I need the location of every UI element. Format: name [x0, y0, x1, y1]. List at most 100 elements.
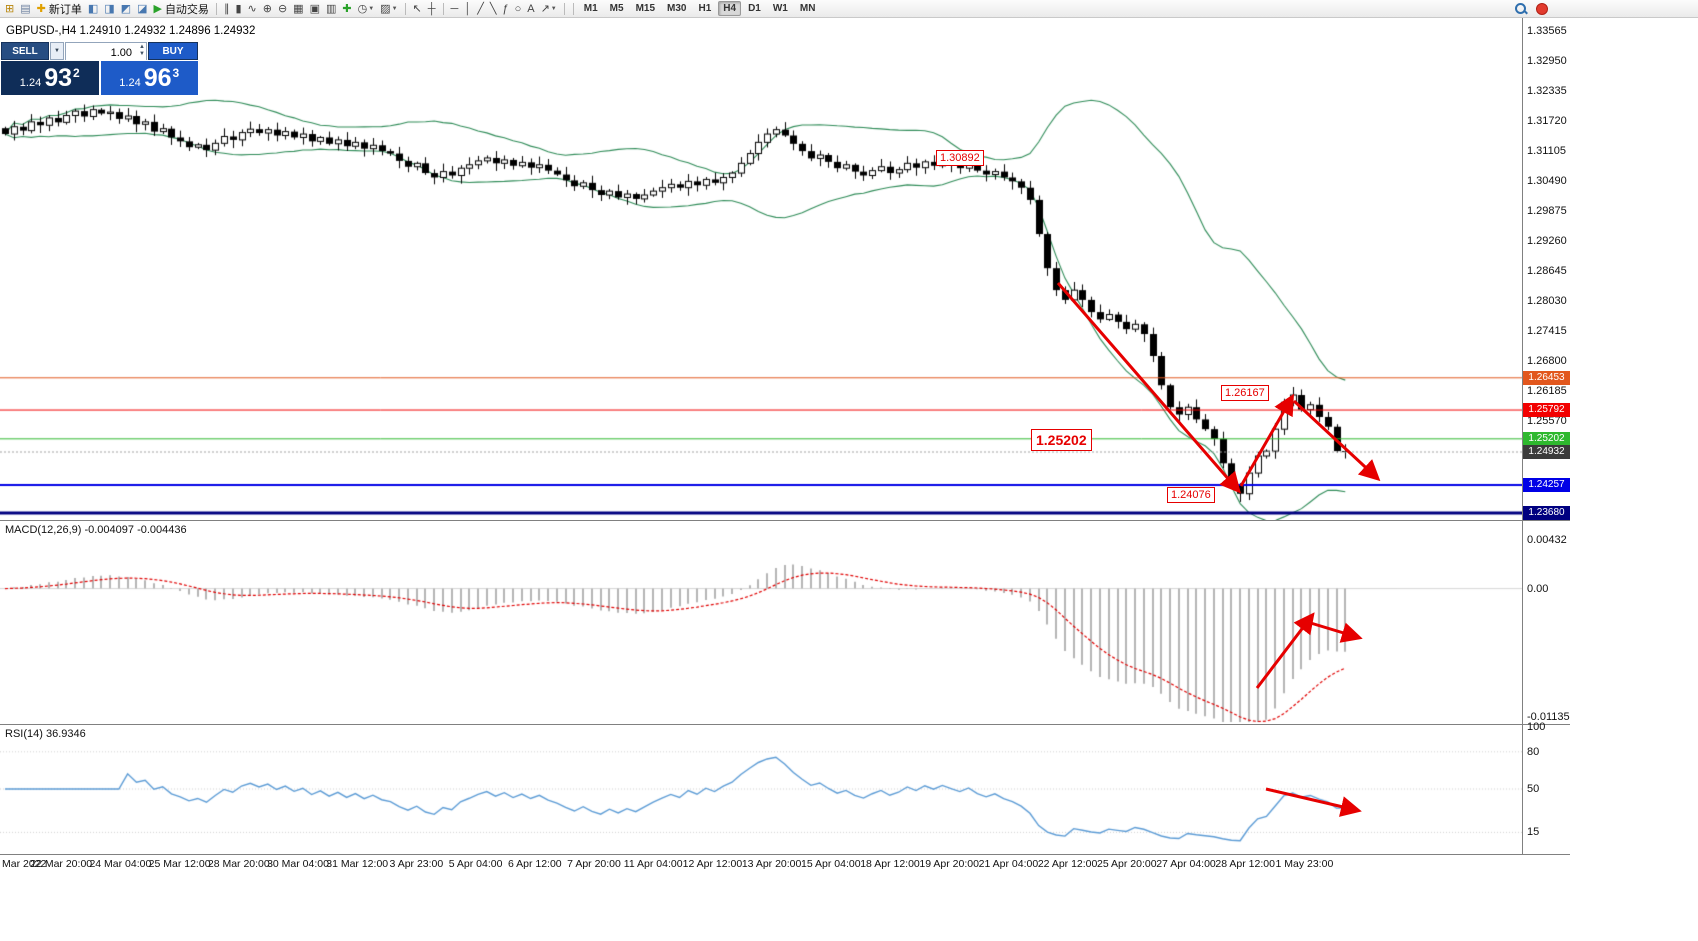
profiles-icon[interactable]: ▤: [17, 1, 33, 17]
market-watch-icon: ◧: [87, 2, 99, 15]
tile-windows-icon[interactable]: ▦: [290, 1, 306, 17]
price-axis-label: 1.27415: [1527, 324, 1567, 337]
sell-button[interactable]: SELL: [1, 42, 49, 60]
one-click-trading-panel: SELL ▼ ▲ ▼ BUY 1.24 93 2 1.24 96 3: [1, 42, 198, 95]
time-axis-label: 6 Apr 12:00: [507, 858, 562, 870]
buy-price-panel[interactable]: 1.24 96 3: [100, 61, 198, 95]
fibonacci-icon: ƒ: [502, 2, 509, 15]
volume-spinner[interactable]: ▲ ▼: [139, 44, 145, 58]
timeframe-h4[interactable]: H4: [718, 1, 742, 16]
fibonacci-icon[interactable]: ƒ: [499, 1, 511, 17]
shapes-icon[interactable]: ○: [512, 1, 525, 17]
horizontal-line-icon[interactable]: ─: [448, 1, 462, 17]
panel-separator[interactable]: [0, 724, 1570, 725]
search-icon[interactable]: [1515, 3, 1528, 16]
panel-separator[interactable]: [0, 520, 1570, 521]
rsi-level-label: 50: [1527, 783, 1540, 795]
price-chart-canvas[interactable]: [0, 17, 1522, 520]
timeframe-mn[interactable]: MN: [799, 3, 816, 14]
time-axis-label: 22 Apr 12:00: [1037, 858, 1098, 870]
macd-panel-canvas[interactable]: [0, 521, 1522, 724]
text-icon: A: [527, 2, 535, 15]
notification-badge[interactable]: [1536, 3, 1548, 15]
timeframe-m15[interactable]: M15: [635, 3, 656, 14]
spinner-up-icon[interactable]: ▲: [139, 44, 145, 50]
data-window-icon[interactable]: ◨: [101, 1, 117, 17]
buy-price-sup: 3: [172, 65, 180, 80]
new-order-button-label: 新订单: [48, 3, 82, 16]
timeframe-w1[interactable]: W1: [772, 3, 788, 14]
timeframe-m30[interactable]: M30: [667, 3, 687, 14]
time-axis-label: 19 Apr 20:00: [919, 858, 979, 870]
new-order-button[interactable]: ✚ 新订单: [34, 1, 85, 17]
line-chart-icon[interactable]: ∿: [245, 1, 260, 17]
rsi-level-label: 100: [1527, 721, 1546, 733]
data-window-icon: ◨: [104, 2, 115, 15]
crosshair-icon[interactable]: ┼: [425, 1, 439, 17]
price-axis-label: 1.25570: [1527, 414, 1567, 427]
time-axis-label: 27 Apr 04:00: [1156, 858, 1216, 870]
price-axis-label: 1.31105: [1527, 144, 1566, 157]
price-callout-130892: 1.30892: [936, 150, 984, 166]
periods-dropdown-icon[interactable]: ◷ ▼: [355, 1, 378, 17]
autotrading-button-label: 自动交易: [164, 3, 209, 16]
buy-button[interactable]: BUY: [148, 42, 198, 60]
rsi-panel-canvas[interactable]: [0, 725, 1522, 854]
zoom-in-icon[interactable]: ⊕: [260, 1, 275, 17]
terminal-icon[interactable]: ◪: [134, 1, 150, 17]
cursor-icon: ↖: [412, 2, 422, 15]
price-axis-label: 1.32950: [1527, 54, 1567, 67]
toolbar: ⊞ ▤ ✚ 新订单 ◧ ◨ ◩ ◪ ▶ 自动交易 ∥ ▮ ∿ ⊕ ⊖ ▦ ▣ ▥ ✚ ◷ ▼ ▨ ▼ ↖ ┼ ─ │ ╱ ╲ ƒ ○ A ↗ ▼ M…: [0, 0, 1698, 18]
new-chart-icon[interactable]: ⊞: [2, 1, 17, 17]
price-tag-123680: 1.23680: [1523, 506, 1570, 521]
cascade-windows-icon[interactable]: ▣: [307, 1, 323, 17]
macd-axis-label: 0.00: [1527, 582, 1549, 595]
market-watch-icon[interactable]: ◧: [85, 1, 101, 17]
one-click-prices: 1.24 93 2 1.24 96 3: [1, 61, 198, 95]
indicators-add-icon[interactable]: ✚: [339, 1, 354, 17]
price-axis-label: 1.29875: [1527, 204, 1567, 217]
price-axis-label: 1.26800: [1527, 354, 1567, 367]
caret-down-icon: ▼: [550, 5, 557, 12]
timeframe-m1[interactable]: M1: [583, 3, 598, 14]
arrows-tool-icon[interactable]: ↗ ▼: [538, 1, 560, 17]
toolbar-separator: [572, 2, 574, 15]
zoom-out-icon[interactable]: ⊖: [275, 1, 290, 17]
new-order-icon: ✚: [36, 2, 46, 15]
crosshair-icon: ┼: [427, 2, 436, 15]
caret-down-icon: ▼: [391, 5, 398, 12]
timeframe-h1[interactable]: H1: [698, 3, 712, 14]
bar-chart-icon[interactable]: ∥: [221, 1, 233, 17]
timeframe-d1[interactable]: D1: [748, 3, 761, 14]
navigator-icon[interactable]: ◩: [118, 1, 134, 17]
trendline-icon: ╱: [477, 2, 484, 15]
candlestick-chart-icon[interactable]: ▮: [232, 1, 244, 17]
price-tag-124257: 1.24257: [1523, 477, 1570, 492]
channel-icon[interactable]: ╲: [487, 1, 500, 17]
order-type-dropdown[interactable]: ▼: [50, 42, 64, 60]
indicators-add-icon: ✚: [342, 2, 352, 15]
cursor-icon[interactable]: ↖: [410, 1, 425, 17]
terminal-icon: ◪: [137, 2, 148, 15]
sell-price-panel[interactable]: 1.24 93 2: [1, 61, 99, 95]
arrange-windows-icon: ▥: [325, 2, 337, 15]
price-axis-label: 1.28030: [1527, 294, 1567, 307]
toolbar-separator: [442, 2, 444, 15]
time-axis-label: 25 Apr 20:00: [1097, 858, 1157, 870]
arrange-windows-icon[interactable]: ▥: [323, 1, 339, 17]
price-tag-125792: 1.25792: [1523, 403, 1570, 418]
horizontal-line-icon: ─: [450, 2, 459, 15]
spinner-down-icon[interactable]: ▼: [139, 51, 145, 57]
price-tag-126453: 1.26453: [1523, 370, 1570, 385]
price-tag-124932: 1.24932: [1523, 445, 1570, 459]
text-icon[interactable]: A: [524, 1, 537, 17]
time-axis-label: 28 Mar 20:00: [207, 858, 270, 870]
vertical-line-icon[interactable]: │: [461, 1, 474, 17]
trendline-icon[interactable]: ╱: [474, 1, 487, 17]
volume-input[interactable]: [66, 45, 146, 61]
autotrading-button[interactable]: ▶ 自动交易: [150, 1, 211, 17]
time-axis-label: 7 Apr 20:00: [567, 858, 621, 870]
templates-dropdown-icon[interactable]: ▨ ▼: [377, 1, 400, 17]
timeframe-m5[interactable]: M5: [609, 3, 624, 14]
macd-axis-label: 0.00432: [1527, 533, 1567, 546]
